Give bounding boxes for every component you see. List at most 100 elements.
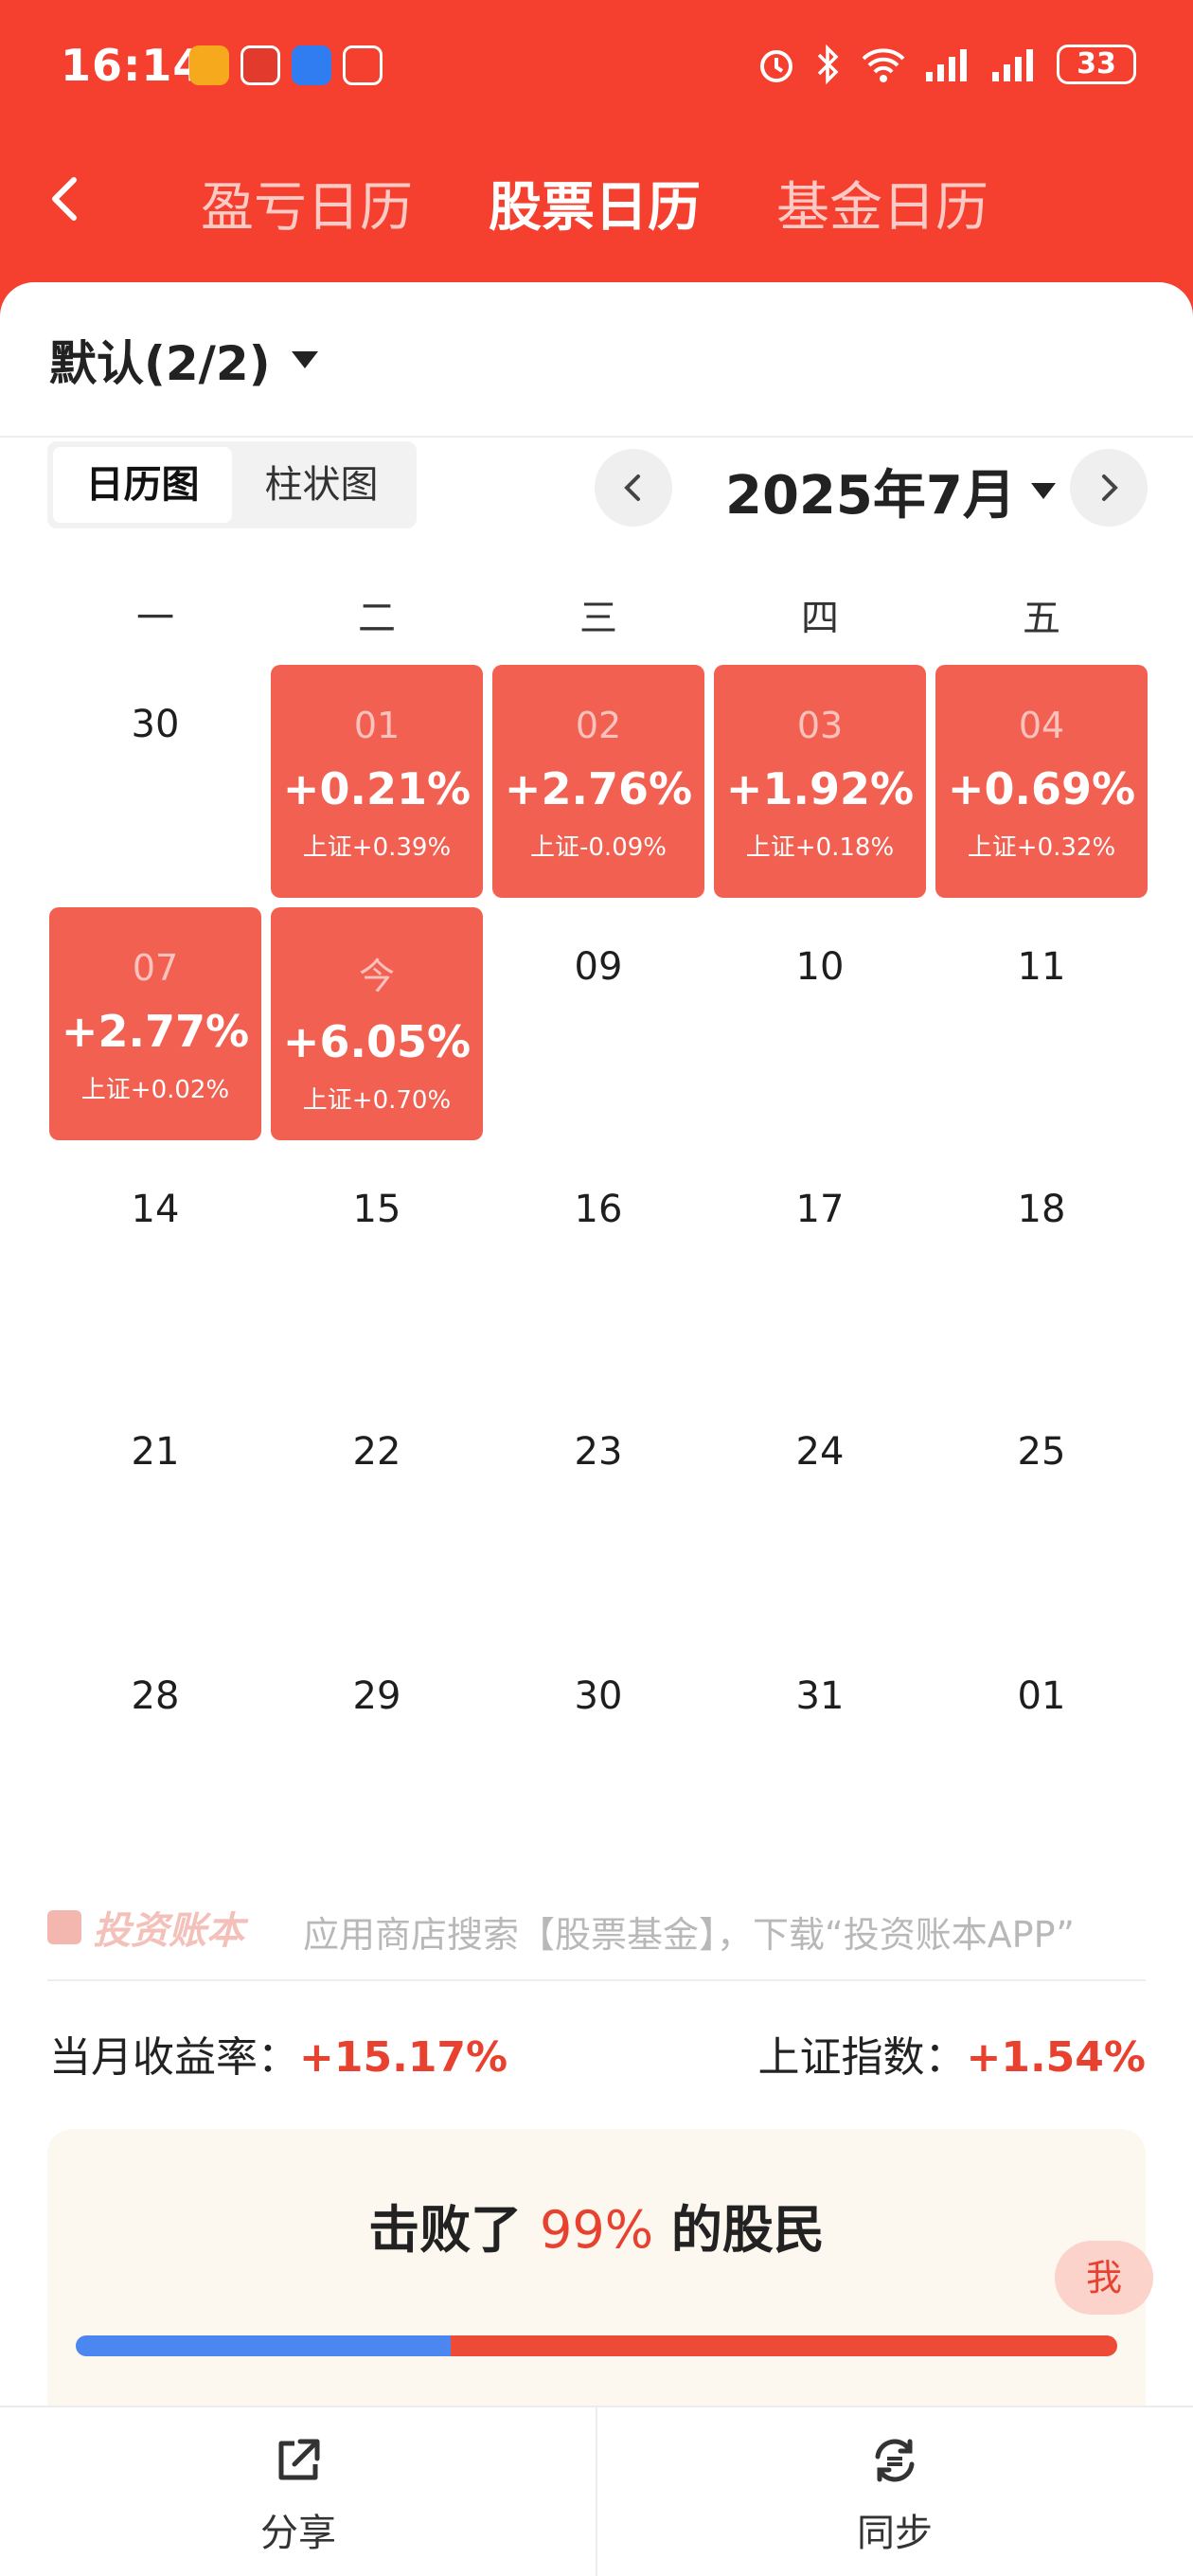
weekday-wed: 三: [579, 597, 617, 640]
signal-icon: [926, 49, 967, 81]
share-label: 分享: [260, 2512, 336, 2555]
day-index-return: 上证+0.32%: [967, 833, 1116, 862]
calendar-day[interactable]: 01: [935, 1637, 1148, 1869]
account-label: 默认(2/2): [49, 336, 271, 391]
sync-label: 同步: [857, 2512, 933, 2555]
chevron-left-icon: [624, 474, 640, 501]
day-number: 14: [131, 1188, 180, 1231]
calendar-day[interactable]: 18: [935, 1150, 1148, 1383]
day-number: 01: [1017, 1674, 1066, 1718]
day-number: 30: [574, 1674, 623, 1718]
calendar-day[interactable]: 23: [492, 1392, 704, 1625]
calendar-day[interactable]: 30: [49, 665, 261, 898]
index-return-label: 上证指数：: [757, 2033, 967, 2082]
day-number: 22: [352, 1430, 401, 1474]
sync-button[interactable]: 同步: [596, 2434, 1193, 2557]
day-return: +2.77%: [61, 1006, 250, 1057]
day-number: 15: [352, 1188, 401, 1231]
calendar-card: 默认(2/2) 日历图 柱状图 2025年7月 一 二 三 四 五 30 01 …: [0, 282, 1193, 2576]
day-number: 07: [132, 947, 179, 989]
day-number: 03: [796, 705, 844, 746]
divider: [0, 436, 1193, 438]
day-index-return: 上证-0.09%: [530, 833, 667, 862]
calendar-view-button[interactable]: 日历图: [53, 447, 232, 523]
day-index-return: 上证+0.18%: [745, 833, 895, 862]
day-number: 29: [352, 1674, 401, 1718]
calendar-day[interactable]: 17: [714, 1150, 926, 1383]
day-index-return: 上证+0.02%: [80, 1076, 230, 1104]
brand-name: 投资账本: [93, 1909, 244, 1953]
calendar-day-gain[interactable]: 02 +2.76% 上证-0.09%: [492, 665, 704, 898]
day-number: 今: [358, 956, 395, 997]
day-number: 28: [131, 1674, 180, 1718]
day-number: 17: [795, 1188, 845, 1231]
calendar-day[interactable]: 10: [714, 907, 926, 1140]
ranking-title: 击败了 99% 的股民: [47, 2188, 1146, 2263]
watermark-brand: 投资账本: [47, 1900, 244, 1955]
day-number: 04: [1018, 705, 1065, 746]
ranking-bar: [76, 2335, 1117, 2356]
calendar-day[interactable]: 31: [714, 1637, 926, 1869]
day-number: 30: [131, 703, 180, 746]
next-month-button[interactable]: [1070, 449, 1148, 527]
tab-profit-loss-calendar[interactable]: 盈亏日历: [201, 177, 413, 239]
day-number: 16: [574, 1188, 623, 1231]
calendar-day[interactable]: 09: [492, 907, 704, 1140]
app-header: 16:14 33 盈亏日历 股票日历 基金日历: [0, 0, 1193, 322]
calendar-day-gain[interactable]: 01 +0.21% 上证+0.39%: [271, 665, 483, 898]
calendar-day[interactable]: 14: [49, 1150, 261, 1383]
share-button[interactable]: 分享: [0, 2434, 596, 2557]
system-icons: 33: [756, 44, 1136, 85]
notification-icons: [189, 45, 383, 85]
battery-indicator: 33: [1057, 45, 1136, 84]
calendar-day[interactable]: 11: [935, 907, 1148, 1140]
app-notification-icon: [240, 45, 280, 85]
calendar-day[interactable]: 29: [271, 1637, 483, 1869]
day-return: +0.69%: [947, 763, 1136, 814]
tab-stock-calendar[interactable]: 股票日历: [489, 177, 701, 239]
weekday-fri: 五: [1023, 597, 1060, 640]
tab-fund-calendar[interactable]: 基金日历: [776, 177, 988, 239]
wifi-icon: [862, 48, 905, 82]
calendar-day[interactable]: 21: [49, 1392, 261, 1625]
day-return: +0.21%: [282, 763, 472, 814]
calendar-day[interactable]: 16: [492, 1150, 704, 1383]
calendar-day-gain[interactable]: 03 +1.92% 上证+0.18%: [714, 665, 926, 898]
bluetooth-icon: [817, 44, 839, 85]
day-number: 11: [1017, 945, 1066, 989]
calendar-day[interactable]: 22: [271, 1392, 483, 1625]
day-number: 02: [575, 705, 622, 746]
day-number: 24: [795, 1430, 845, 1474]
calendar-day[interactable]: 25: [935, 1392, 1148, 1625]
day-number: 23: [574, 1430, 623, 1474]
day-return: +6.05%: [282, 1016, 472, 1067]
divider: [596, 2407, 597, 2576]
view-toggle: 日历图 柱状图: [47, 441, 417, 528]
account-selector[interactable]: 默认(2/2): [49, 326, 318, 394]
caret-down-icon: [1030, 483, 1056, 499]
signal-icon: [992, 49, 1033, 81]
calendar-day[interactable]: 24: [714, 1392, 926, 1625]
day-number: 01: [353, 705, 401, 746]
month-return: 当月收益率：+15.17%: [49, 2023, 507, 2084]
chevron-left-icon: [52, 177, 77, 221]
bar-view-button[interactable]: 柱状图: [264, 463, 379, 507]
calendar-day-today[interactable]: 今 +6.05% 上证+0.70%: [271, 907, 483, 1140]
brand-logo-icon: [47, 1910, 81, 1944]
calendar-day-gain[interactable]: 04 +0.69% 上证+0.32%: [935, 665, 1148, 898]
weekday-mon: 一: [136, 597, 174, 640]
ranking-bar-blue-segment: [76, 2335, 451, 2356]
day-number: 31: [795, 1674, 845, 1718]
month-picker[interactable]: 2025年7月: [725, 453, 1056, 529]
prev-month-button[interactable]: [595, 449, 672, 527]
calendar-day[interactable]: 30: [492, 1637, 704, 1869]
calendar-day[interactable]: 28: [49, 1637, 261, 1869]
day-index-return: 上证+0.39%: [302, 833, 452, 862]
back-button[interactable]: [40, 172, 93, 225]
calendar-day-gain[interactable]: 07 +2.77% 上证+0.02%: [49, 907, 261, 1140]
calendar-day[interactable]: 15: [271, 1150, 483, 1383]
divider: [47, 1979, 1146, 1981]
app-notification-icon: [292, 45, 331, 85]
day-number: 25: [1017, 1430, 1066, 1474]
watermark-text: 应用商店搜索【股票基金】，下载“投资账本APP”: [303, 1914, 1075, 1956]
